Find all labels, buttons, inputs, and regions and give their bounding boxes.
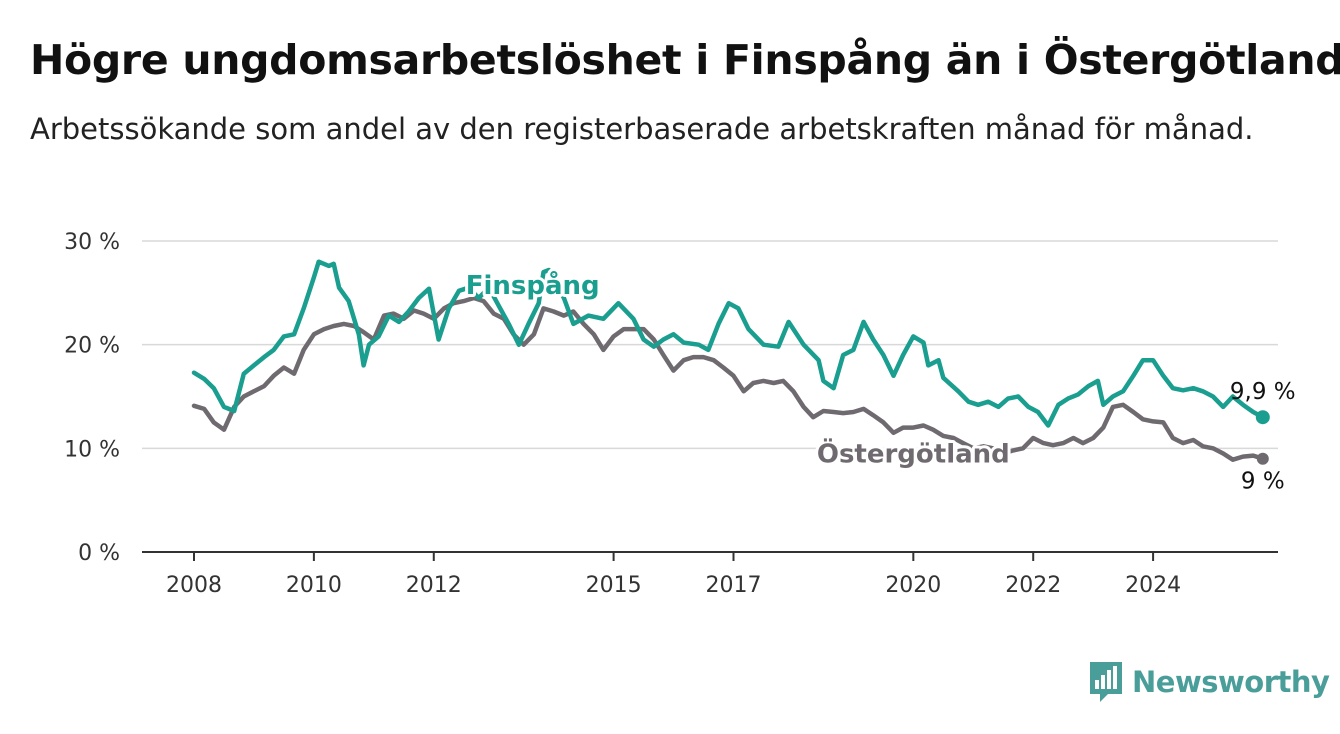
ostergotland-line bbox=[191, 295, 1266, 462]
finspang-end-marker bbox=[1255, 410, 1270, 425]
ostergotland-end-marker bbox=[1256, 452, 1269, 465]
series-lines bbox=[191, 259, 1266, 462]
finspang-end-label: 9,9 % bbox=[1230, 379, 1296, 405]
y-tick-label: 30 % bbox=[64, 230, 120, 255]
x-axis-ticks: 2008 2010 2012 2015 2017 2020 2022 2024 bbox=[166, 552, 1181, 598]
y-tick-label: 20 % bbox=[64, 334, 120, 359]
ostergotland-series-label: Östergötland bbox=[817, 436, 1010, 469]
x-tick-label: 2015 bbox=[586, 573, 642, 598]
y-axis-ticks: 0 % 10 % 20 % 30 % bbox=[64, 230, 120, 566]
x-tick-label: 2022 bbox=[1005, 573, 1061, 598]
y-tick-label: 10 % bbox=[64, 437, 120, 462]
finspang-series-label: Finspång bbox=[466, 269, 600, 301]
newsworthy-logo-icon bbox=[1090, 662, 1122, 702]
x-tick-label: 2010 bbox=[286, 573, 342, 598]
ostergotland-end-label: 9 % bbox=[1241, 469, 1285, 495]
newsworthy-brand: Newsworthy bbox=[1088, 660, 1330, 704]
x-tick-label: 2024 bbox=[1125, 573, 1181, 598]
chart-subtitle: Arbetssökande som andel av den registerb… bbox=[30, 112, 1254, 146]
chart-title: Högre ungdomsarbetslöshet i Finspång än … bbox=[30, 36, 1340, 84]
x-tick-label: 2012 bbox=[406, 573, 462, 598]
x-tick-label: 2017 bbox=[705, 573, 761, 598]
x-tick-label: 2008 bbox=[166, 573, 222, 598]
y-tick-label: 0 % bbox=[78, 541, 120, 566]
finspang-line bbox=[191, 259, 1266, 428]
x-tick-label: 2020 bbox=[885, 573, 941, 598]
brand-name: Newsworthy bbox=[1132, 665, 1330, 699]
series-labels: 9,9 % 9 % Finspång Östergötland bbox=[463, 266, 1296, 495]
